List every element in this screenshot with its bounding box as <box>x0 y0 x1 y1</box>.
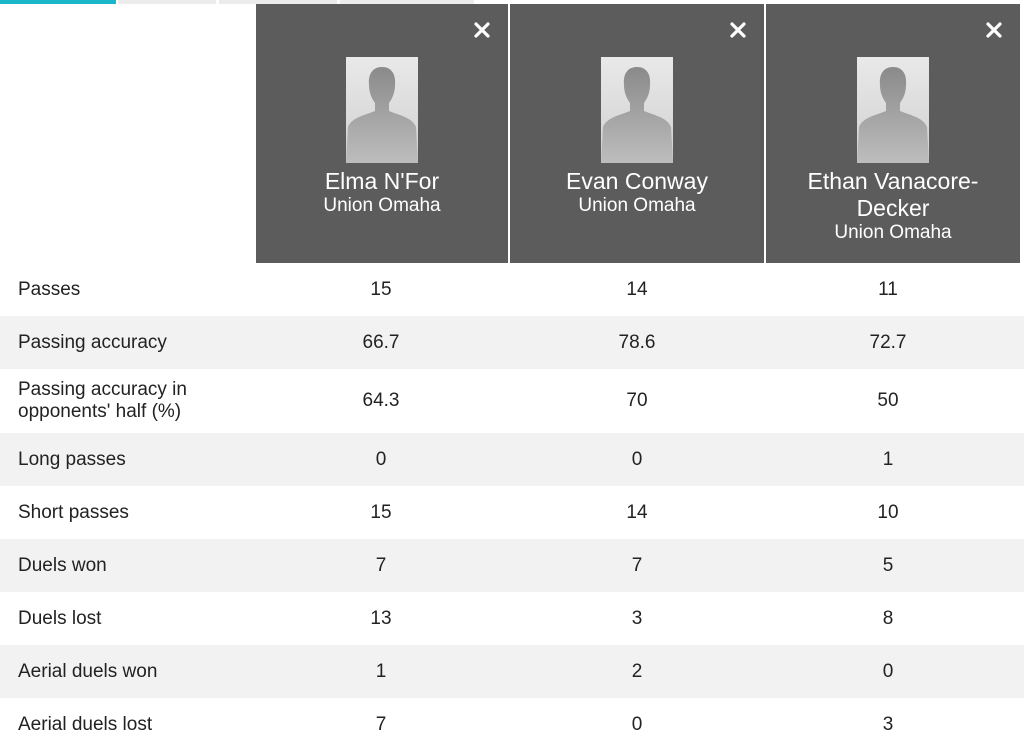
close-icon[interactable] <box>728 20 748 40</box>
stat-label: Passing accuracy in opponents' half (%) <box>18 379 187 422</box>
stat-value: 78.6 <box>618 331 656 353</box>
stat-label: Aerial duels lost <box>18 713 153 735</box>
table-row: Aerial duels lost 7 0 3 <box>0 698 1024 750</box>
table-row: Passes 15 14 11 <box>0 263 1024 316</box>
stat-value: 14 <box>626 278 648 300</box>
stat-value: 10 <box>877 501 899 523</box>
table-row: Duels won 7 7 5 <box>0 539 1024 592</box>
stat-value: 2 <box>631 660 643 682</box>
stat-value: 3 <box>882 713 894 735</box>
player-card: Evan Conway Union Omaha <box>510 4 764 263</box>
stat-value: 15 <box>370 278 392 300</box>
table-row: Passing accuracy in opponents' half (%) … <box>0 369 1024 433</box>
stat-value: 0 <box>631 713 643 735</box>
stats-table: Passes 15 14 11 Passing accuracy 66.7 78… <box>0 263 1024 750</box>
stat-value: 72.7 <box>869 331 907 353</box>
player-team: Union Omaha <box>578 195 696 216</box>
player-name-text[interactable]: Evan Conway <box>566 168 708 194</box>
stat-value: 7 <box>375 713 387 735</box>
stat-value: 7 <box>375 554 387 576</box>
tab-active[interactable] <box>0 0 116 4</box>
table-row: Long passes 0 0 1 <box>0 433 1024 486</box>
stat-value: 13 <box>370 607 392 629</box>
tab[interactable] <box>118 0 216 4</box>
player-name[interactable]: Evan Conway Union Omaha <box>520 168 754 217</box>
player-card: Elma N'For Union Omaha <box>256 4 508 263</box>
stat-label: Passing accuracy <box>18 331 167 353</box>
table-row: Aerial duels won 1 2 0 <box>0 645 1024 698</box>
person-silhouette-icon <box>857 57 929 163</box>
tab-bar <box>0 0 1024 4</box>
stat-value: 50 <box>877 390 899 411</box>
player-name[interactable]: Ethan Vanacore-Decker Union Omaha <box>776 168 1010 244</box>
stat-value: 5 <box>882 554 894 576</box>
player-team: Union Omaha <box>834 222 952 243</box>
stat-value: 3 <box>631 607 643 629</box>
stat-value: 1 <box>882 448 894 470</box>
player-name-text[interactable]: Elma N'For <box>324 168 440 194</box>
close-icon[interactable] <box>472 20 492 40</box>
player-name-text[interactable]: Ethan Vanacore-Decker <box>807 168 979 221</box>
stat-value: 0 <box>882 660 894 682</box>
stat-value: 1 <box>375 660 387 682</box>
stat-value: 15 <box>370 501 392 523</box>
stat-label: Passes <box>18 278 81 300</box>
player-name[interactable]: Elma N'For Union Omaha <box>266 168 498 217</box>
close-icon[interactable] <box>984 20 1004 40</box>
tab[interactable] <box>219 0 337 4</box>
player-card: Ethan Vanacore-Decker Union Omaha <box>766 4 1020 263</box>
person-silhouette-icon <box>346 57 418 163</box>
stat-value: 7 <box>631 554 643 576</box>
player-team: Union Omaha <box>323 195 441 216</box>
stat-label: Aerial duels won <box>18 660 158 682</box>
stat-label: Short passes <box>18 501 129 523</box>
stat-value: 14 <box>626 501 648 523</box>
stat-value: 64.3 <box>362 390 400 411</box>
stat-value: 70 <box>626 390 648 411</box>
table-row: Duels lost 13 3 8 <box>0 592 1024 645</box>
person-silhouette-icon <box>601 57 673 163</box>
stat-label: Long passes <box>18 448 126 470</box>
table-row: Short passes 15 14 10 <box>0 486 1024 539</box>
stat-value: 8 <box>882 607 894 629</box>
tab[interactable] <box>340 0 474 4</box>
table-row: Passing accuracy 66.7 78.6 72.7 <box>0 316 1024 369</box>
stat-label: Duels won <box>18 554 107 576</box>
stat-value: 0 <box>631 448 643 470</box>
stat-value: 11 <box>878 278 898 300</box>
stat-value: 66.7 <box>362 331 400 353</box>
stat-label: Duels lost <box>18 607 102 629</box>
stat-value: 0 <box>375 448 387 470</box>
